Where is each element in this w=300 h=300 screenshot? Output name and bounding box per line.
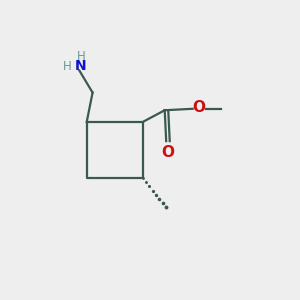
Text: O: O: [161, 145, 175, 160]
Text: H: H: [76, 50, 85, 63]
Text: H: H: [63, 60, 72, 73]
Text: O: O: [193, 100, 206, 116]
Text: N: N: [75, 59, 87, 73]
